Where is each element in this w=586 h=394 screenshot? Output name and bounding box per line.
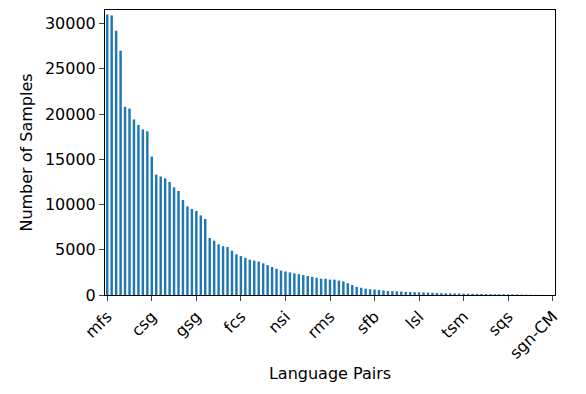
svg-text:20000: 20000 — [45, 105, 96, 124]
svg-text:sfb: sfb — [353, 307, 383, 337]
svg-text:sgn-CM: sgn-CM — [506, 307, 561, 362]
svg-text:lsl: lsl — [402, 307, 428, 333]
svg-text:tsm: tsm — [437, 307, 472, 342]
svg-text:mfs: mfs — [81, 307, 115, 341]
svg-text:sqs: sqs — [484, 307, 516, 339]
svg-text:0: 0 — [86, 286, 96, 305]
svg-text:25000: 25000 — [45, 59, 96, 78]
svg-text:Number of Samples: Number of Samples — [17, 73, 36, 231]
svg-text:fcs: fcs — [220, 307, 250, 337]
svg-text:30000: 30000 — [45, 14, 96, 33]
svg-text:nsi: nsi — [264, 307, 294, 337]
svg-text:csg: csg — [128, 307, 161, 340]
svg-text:gsg: gsg — [171, 307, 205, 341]
svg-text:rms: rms — [304, 307, 339, 342]
svg-text:15000: 15000 — [45, 150, 96, 169]
svg-text:Language Pairs: Language Pairs — [269, 364, 391, 383]
svg-text:5000: 5000 — [55, 240, 96, 259]
svg-text:10000: 10000 — [45, 195, 96, 214]
